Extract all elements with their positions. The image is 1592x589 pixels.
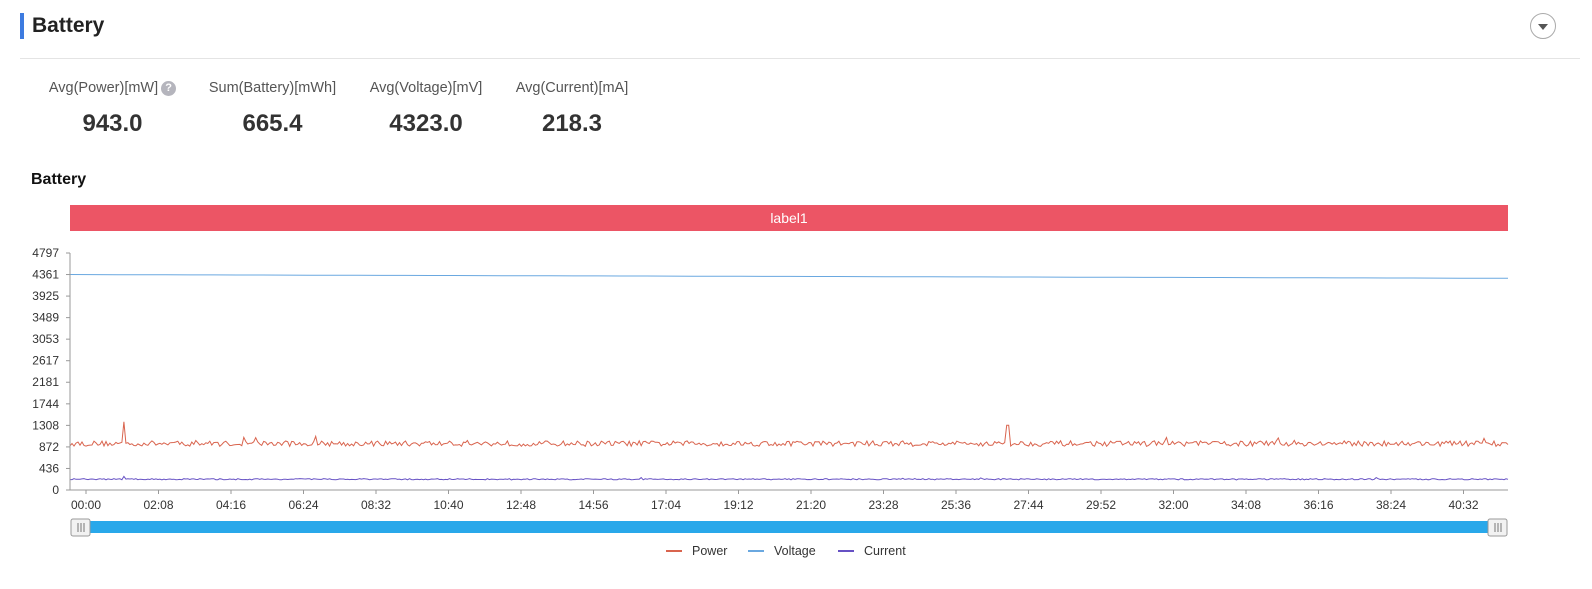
stat-avg-current: Avg(Current)[mA] 218.3 — [506, 80, 638, 138]
stat-label: Sum(Battery)[mWh] — [208, 80, 337, 96]
stat-avg-power: Avg(Power)[mW] ? 943.0 — [40, 80, 185, 138]
y-tick-label: 1308 — [32, 418, 59, 432]
label-band[interactable]: label1 — [70, 205, 1508, 231]
chart-title: Battery — [31, 171, 87, 188]
stat-value: 665.4 — [242, 110, 303, 137]
stat-label: Avg(Voltage)[mV] — [369, 80, 483, 96]
x-tick-label: 14:56 — [578, 498, 608, 512]
x-tick-label: 12:48 — [506, 498, 536, 512]
y-tick-label: 2617 — [32, 354, 59, 368]
x-tick-label: 34:08 — [1231, 498, 1261, 512]
x-tick-label: 23:28 — [868, 498, 898, 512]
y-tick-label: 2181 — [32, 375, 59, 389]
y-tick-label: 3053 — [32, 332, 59, 346]
x-tick-label: 40:32 — [1448, 498, 1478, 512]
help-icon[interactable]: ? — [161, 80, 177, 96]
stat-avg-voltage: Avg(Voltage)[mV] 4323.0 — [360, 80, 492, 138]
y-tick-label: 3489 — [32, 311, 59, 325]
legend-label: Power — [692, 544, 727, 558]
x-tick-label: 02:08 — [143, 498, 173, 512]
panel-title: Battery — [32, 14, 105, 37]
legend-item-power[interactable]: Power — [666, 544, 727, 558]
stat-sum-battery: Sum(Battery)[mWh] 665.4 — [200, 80, 345, 138]
stat-label: Avg(Current)[mA] — [515, 80, 629, 96]
chevron-down-icon — [1538, 24, 1548, 30]
legend-label: Current — [864, 544, 906, 558]
y-tick-label: 3925 — [32, 289, 59, 303]
x-tick-label: 36:16 — [1303, 498, 1333, 512]
series-line-power — [69, 421, 1509, 448]
x-tick-label: 04:16 — [216, 498, 246, 512]
x-tick-label: 06:24 — [288, 498, 318, 512]
stat-label: Avg(Power)[mW] — [48, 80, 159, 96]
x-tick-label: 21:20 — [796, 498, 826, 512]
zoom-handle-right[interactable] — [1487, 518, 1508, 537]
stat-value: 4323.0 — [389, 110, 463, 137]
x-tick-label: 17:04 — [651, 498, 681, 512]
x-tick-label: 32:00 — [1158, 498, 1188, 512]
y-tick-label: 0 — [52, 483, 59, 497]
y-tick-label: 4361 — [32, 268, 59, 282]
title-accent-bar — [20, 13, 24, 39]
legend-label: Voltage — [774, 544, 816, 558]
collapse-button[interactable] — [1530, 13, 1556, 39]
y-tick-label: 1744 — [32, 397, 59, 411]
x-tick-label: 27:44 — [1013, 498, 1043, 512]
legend-item-voltage[interactable]: Voltage — [748, 544, 816, 558]
x-tick-label: 29:52 — [1086, 498, 1116, 512]
legend-item-current[interactable]: Current — [838, 544, 906, 558]
series-line-voltage — [69, 274, 1509, 279]
zoom-handle-left[interactable] — [70, 518, 91, 537]
stat-value: 218.3 — [541, 110, 603, 137]
y-tick-label: 4797 — [32, 246, 59, 260]
x-tick-label: 25:36 — [941, 498, 971, 512]
x-tick-label: 19:12 — [723, 498, 753, 512]
x-tick-label: 08:32 — [361, 498, 391, 512]
x-tick-label: 38:24 — [1376, 498, 1406, 512]
series-line-current — [70, 475, 1509, 481]
x-tick-label: 10:40 — [433, 498, 463, 512]
stat-value: 943.0 — [82, 110, 143, 137]
y-tick-label: 872 — [39, 440, 59, 454]
panel-header: Battery — [20, 12, 104, 40]
x-tick-label: 00:00 — [71, 498, 101, 512]
y-tick-label: 436 — [39, 461, 59, 475]
zoom-slider-track[interactable] — [76, 521, 1503, 533]
header-divider — [20, 58, 1580, 59]
